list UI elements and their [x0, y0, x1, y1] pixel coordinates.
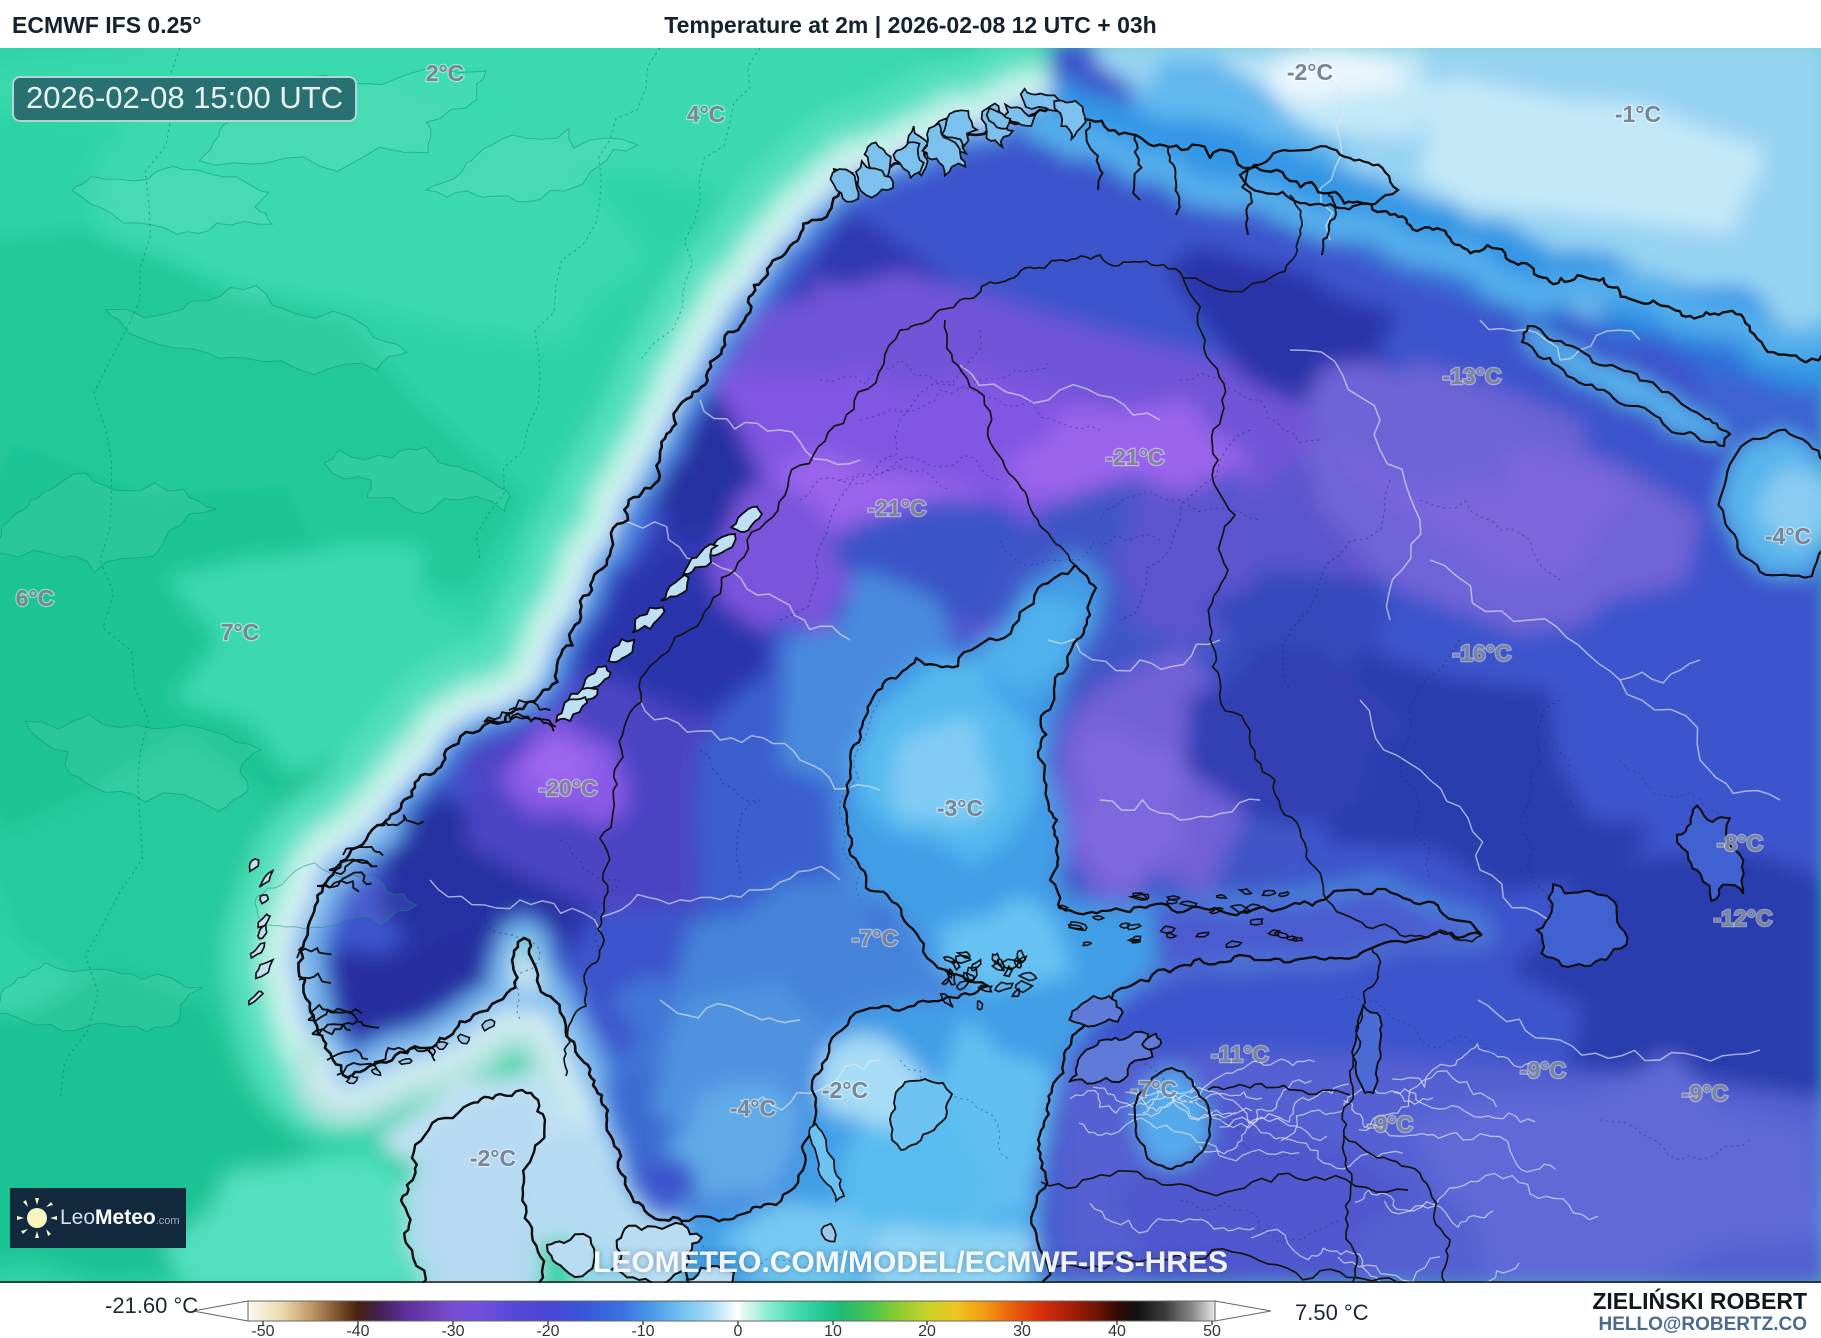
svg-text:-4°C: -4°C — [1765, 523, 1811, 549]
svg-text:0: 0 — [734, 1323, 743, 1338]
svg-text:-2°C: -2°C — [1287, 59, 1333, 85]
svg-text:7°C: 7°C — [221, 619, 260, 645]
svg-text:-21°C: -21°C — [867, 495, 926, 521]
svg-text:-21°C: -21°C — [1105, 444, 1164, 470]
svg-text:30: 30 — [1013, 1323, 1031, 1338]
svg-text:40: 40 — [1108, 1323, 1126, 1338]
svg-text:-1°C: -1°C — [1615, 101, 1661, 127]
svg-text:-30: -30 — [441, 1323, 464, 1338]
svg-text:-4°C: -4°C — [730, 1095, 776, 1121]
svg-text:-12°C: -12°C — [1713, 905, 1772, 931]
svg-text:-10: -10 — [631, 1323, 654, 1338]
svg-text:-2°C: -2°C — [470, 1145, 516, 1171]
svg-text:-2°C: -2°C — [822, 1077, 868, 1103]
svg-text:2°C: 2°C — [426, 60, 465, 86]
svg-text:-50: -50 — [251, 1323, 274, 1338]
svg-text:-3°C: -3°C — [937, 795, 983, 821]
svg-text:-9°C: -9°C — [1520, 1057, 1566, 1083]
svg-text:-7°C: -7°C — [852, 925, 898, 951]
svg-text:10: 10 — [824, 1323, 842, 1338]
svg-text:-40: -40 — [346, 1323, 369, 1338]
svg-text:-13°C: -13°C — [1442, 363, 1501, 389]
svg-text:-20°C: -20°C — [538, 775, 597, 801]
svg-text:7.50 °C: 7.50 °C — [1295, 1300, 1369, 1325]
svg-text:4°C: 4°C — [687, 101, 726, 127]
svg-text:-16°C: -16°C — [1452, 640, 1511, 666]
svg-text:-9°C: -9°C — [1367, 1111, 1413, 1137]
svg-text:50: 50 — [1203, 1323, 1221, 1338]
svg-text:6°C: 6°C — [16, 585, 55, 611]
svg-text:20: 20 — [918, 1323, 936, 1338]
svg-text:-9°C: -9°C — [1682, 1080, 1728, 1106]
svg-text:-11°C: -11°C — [1211, 1041, 1269, 1067]
svg-text:-20: -20 — [536, 1323, 559, 1338]
svg-text:-8°C: -8°C — [1717, 830, 1763, 856]
svg-text:-21.60 °C: -21.60 °C — [105, 1293, 198, 1318]
svg-text:-7°C: -7°C — [1131, 1076, 1177, 1102]
